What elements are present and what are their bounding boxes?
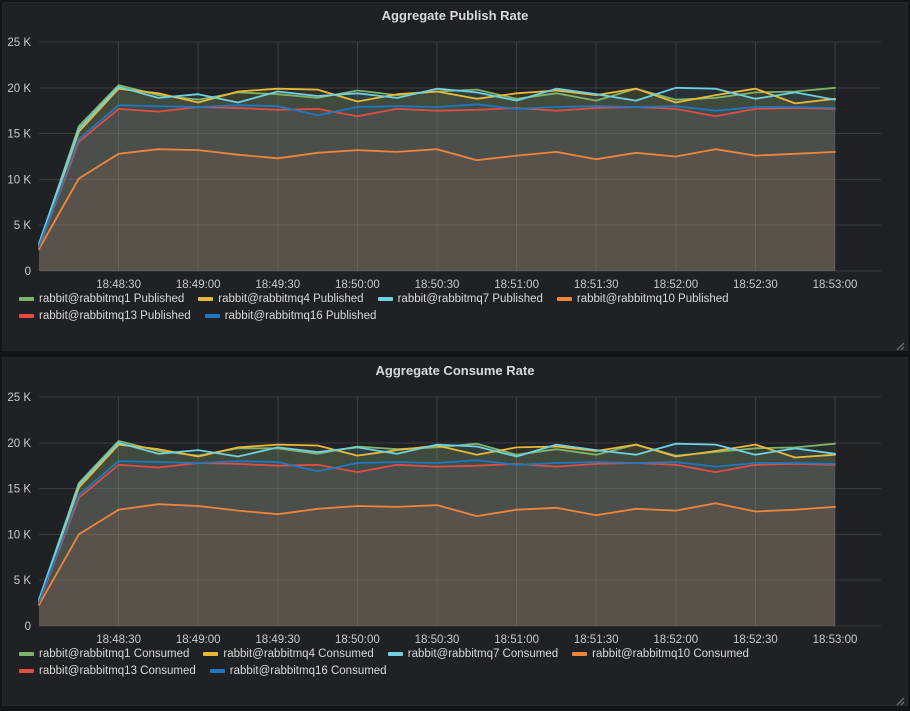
legend-label: rabbit@rabbitmq13 Consumed xyxy=(39,665,196,677)
series-area xyxy=(39,88,835,271)
y-tick-label: 15 K xyxy=(7,484,31,496)
timeseries-chart[interactable]: 0 5 K 10 K 15 K 20 K 25 K 18:48:30 18:49:00 18:4… xyxy=(3,384,909,646)
x-tick-label: 18:50:30 xyxy=(415,279,460,291)
legend-label: rabbit@rabbitmq7 Consumed xyxy=(407,648,559,660)
legend-item[interactable]: rabbit@rabbitmq1 Published xyxy=(19,293,184,305)
x-tick-label: 18:48:30 xyxy=(96,634,141,646)
chart-legend: rabbit@rabbitmq1 Published rabbit@rabbitm… xyxy=(3,291,907,322)
series-color-marker xyxy=(387,652,403,656)
series-color-marker xyxy=(377,297,393,301)
legend-item[interactable]: rabbit@rabbitmq1 Consumed xyxy=(19,648,189,660)
series-area xyxy=(39,442,835,626)
legend-item[interactable]: rabbit@rabbitmq16 Consumed xyxy=(209,665,387,677)
y-tick-label: 20 K xyxy=(7,83,31,95)
x-tick-label: 18:51:00 xyxy=(494,279,539,291)
legend-label: rabbit@rabbitmq4 Consumed xyxy=(223,648,374,660)
panel-resize-handle[interactable] xyxy=(895,338,905,351)
legend-item[interactable]: rabbit@rabbitmq13 Consumed xyxy=(19,665,196,677)
series-color-marker xyxy=(19,652,34,656)
panel-resize-handle[interactable] xyxy=(895,693,905,706)
series-color-marker xyxy=(19,669,34,673)
series-color-marker xyxy=(203,652,219,656)
legend-item[interactable]: rabbit@rabbitmq16 Published xyxy=(204,310,377,322)
series-line xyxy=(38,86,836,245)
y-tick-label: 0 xyxy=(25,266,31,278)
x-tick-label: 18:53:00 xyxy=(813,634,858,646)
x-tick-label: 18:49:30 xyxy=(255,279,300,291)
y-tick-label: 20 K xyxy=(7,438,31,450)
x-tick-label: 18:52:30 xyxy=(733,279,778,291)
series-line xyxy=(38,103,836,248)
series-area xyxy=(39,149,835,271)
series-line xyxy=(38,106,836,249)
panel-aggregate-publish-rate: Aggregate Publish Rate 0 5 K 10 K 15 K 20 K 2… xyxy=(2,2,908,351)
x-tick-label: 18:49:30 xyxy=(255,634,300,646)
series-area xyxy=(39,104,835,271)
legend-item[interactable]: rabbit@rabbitmq13 Published xyxy=(19,310,191,322)
panel-title[interactable]: Aggregate Consume Rate xyxy=(375,363,535,378)
panel-title[interactable]: Aggregate Publish Rate xyxy=(381,8,529,23)
legend-item[interactable]: rabbit@rabbitmq4 Consumed xyxy=(203,648,374,660)
x-tick-label: 18:50:30 xyxy=(415,634,460,646)
series-line xyxy=(38,462,836,605)
series-area xyxy=(39,503,835,626)
x-tick-label: 18:52:00 xyxy=(653,279,698,291)
series-area xyxy=(39,463,835,626)
legend-label: rabbit@rabbitmq1 Published xyxy=(39,293,185,305)
series-color-marker xyxy=(19,297,34,301)
series-color-marker xyxy=(209,669,225,673)
series-line xyxy=(38,459,836,604)
legend-label: rabbit@rabbitmq7 Published xyxy=(397,293,543,305)
x-tick-label: 18:51:30 xyxy=(574,634,619,646)
x-tick-label: 18:49:00 xyxy=(176,279,221,291)
series-line xyxy=(38,148,836,250)
y-tick-label: 10 K xyxy=(7,174,31,186)
panel-aggregate-consume-rate: Aggregate Consume Rate 0 5 K 10 K 15 K 20 K 2… xyxy=(2,357,908,706)
legend-item[interactable]: rabbit@rabbitmq7 Published xyxy=(377,293,543,305)
series-area xyxy=(39,85,835,271)
series-area xyxy=(39,444,835,626)
legend-label: rabbit@rabbitmq10 Consumed xyxy=(592,648,749,660)
y-tick-label: 5 K xyxy=(14,220,32,232)
series-area xyxy=(39,441,835,626)
legend-label: rabbit@rabbitmq1 Consumed xyxy=(39,648,190,660)
series-color-marker xyxy=(19,314,34,318)
timeseries-chart[interactable]: 0 5 K 10 K 15 K 20 K 25 K 18:48:30 18:49:00 18:4… xyxy=(3,29,909,291)
legend-label: rabbit@rabbitmq16 Consumed xyxy=(229,665,387,677)
legend-label: rabbit@rabbitmq4 Published xyxy=(218,293,364,305)
x-tick-label: 18:50:00 xyxy=(335,279,380,291)
y-tick-label: 25 K xyxy=(7,37,31,49)
series-color-marker xyxy=(572,652,588,656)
series-line xyxy=(38,441,836,601)
legend-item[interactable]: rabbit@rabbitmq4 Published xyxy=(198,293,364,305)
series-color-marker xyxy=(204,314,220,318)
y-tick-label: 0 xyxy=(25,621,31,633)
x-tick-label: 18:51:00 xyxy=(494,634,539,646)
y-tick-label: 5 K xyxy=(14,575,32,587)
legend-label: rabbit@rabbitmq10 Published xyxy=(576,293,729,305)
series-color-marker xyxy=(556,297,572,301)
x-tick-label: 18:53:00 xyxy=(813,279,858,291)
y-tick-label: 25 K xyxy=(7,392,31,404)
x-tick-label: 18:49:00 xyxy=(176,634,221,646)
y-tick-label: 15 K xyxy=(7,129,31,141)
series-color-marker xyxy=(198,297,214,301)
x-tick-label: 18:52:30 xyxy=(733,634,778,646)
legend-item[interactable]: rabbit@rabbitmq10 Published xyxy=(556,293,729,305)
legend-label: rabbit@rabbitmq16 Published xyxy=(224,310,377,322)
x-tick-label: 18:52:00 xyxy=(653,634,698,646)
x-tick-label: 18:48:30 xyxy=(96,279,141,291)
series-area xyxy=(39,107,835,271)
x-tick-label: 18:51:30 xyxy=(574,279,619,291)
legend-item[interactable]: rabbit@rabbitmq10 Consumed xyxy=(572,648,749,660)
y-tick-label: 10 K xyxy=(7,529,31,541)
series-area xyxy=(39,86,835,272)
series-line xyxy=(38,502,836,606)
series-area xyxy=(39,460,835,626)
chart-legend: rabbit@rabbitmq1 Consumed rabbit@rabbitmq… xyxy=(3,646,907,677)
legend-item[interactable]: rabbit@rabbitmq7 Consumed xyxy=(387,648,559,660)
x-tick-label: 18:50:00 xyxy=(335,634,380,646)
legend-label: rabbit@rabbitmq13 Published xyxy=(39,310,191,322)
